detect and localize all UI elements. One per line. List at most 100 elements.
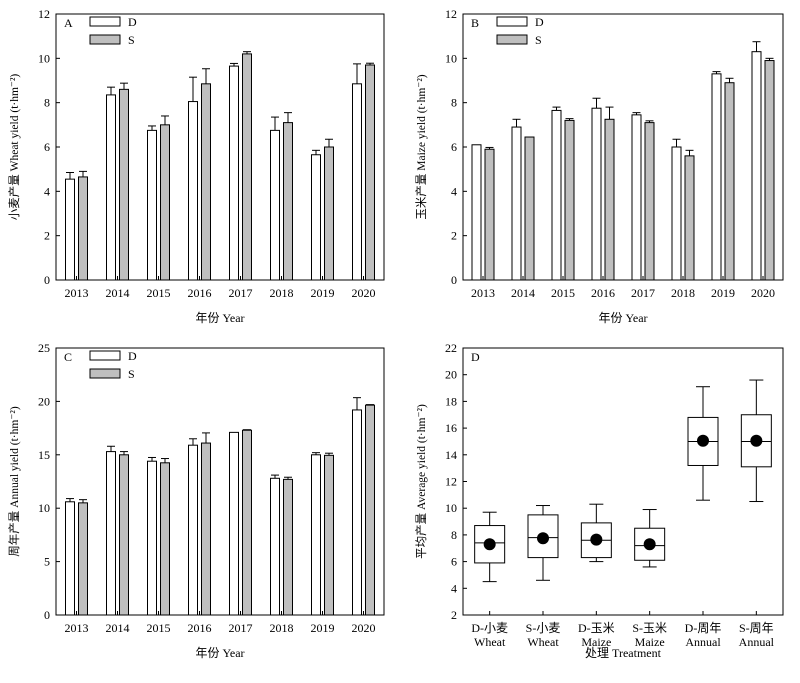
box-D-周年 <box>687 386 719 501</box>
legend-swatch-D <box>496 16 528 27</box>
legend-swatch-S <box>89 34 121 45</box>
panel-C: 0 5 10 15 20 25 C 年份 Year 周年产量 Annual yield (t·h… <box>7 341 385 660</box>
bar-S-2015 <box>564 119 575 281</box>
x-tick-label: 2016 <box>188 286 212 300</box>
x-tick-label: 2013 <box>471 286 495 300</box>
x-tick-label: D-周年 <box>685 621 722 635</box>
x-tick-label: D-玉米 <box>578 621 615 635</box>
bar-D-2014 <box>106 94 116 281</box>
x-tick-label: 2014 <box>106 621 130 635</box>
x-tick-label: 2019 <box>311 286 335 300</box>
bar-S-2020 <box>365 64 375 281</box>
legend-swatch-S <box>89 368 121 379</box>
bar-D-2016 <box>188 101 198 281</box>
bar-D-2017 <box>631 114 642 281</box>
bar-S-2018 <box>684 155 695 281</box>
x-tick-label: 2017 <box>229 621 253 635</box>
bar-D-2014 <box>106 451 116 616</box>
y-tick-label: 5 <box>44 555 50 569</box>
bar-D-2020 <box>352 83 362 281</box>
bar-D-2020 <box>751 51 762 281</box>
x-tick-label: 2018 <box>270 621 294 635</box>
y-tick-label: 6 <box>451 555 457 569</box>
bar-S-2013 <box>78 176 88 281</box>
legend: DS <box>89 15 137 47</box>
y-tick-label: 12 <box>38 7 50 21</box>
x-tick-label-en: Maize <box>635 635 665 649</box>
y-tick-label: 22 <box>445 341 457 355</box>
mean-marker <box>590 533 603 546</box>
x-tick-label: S-周年 <box>739 621 774 635</box>
y-tick-label: 2 <box>44 229 50 243</box>
x-tick-label: 2014 <box>511 286 535 300</box>
x-tick-label: 2013 <box>65 286 89 300</box>
bar-D-2016 <box>591 107 602 281</box>
y-tick-label: 14 <box>445 448 457 462</box>
y-axis-label: 玉米产量 Maize yield (t·hm⁻²) <box>414 74 428 219</box>
x-axis-label: 年份 Year <box>598 311 647 325</box>
x-tick-label: 2013 <box>65 621 89 635</box>
x-tick-label-en: Annual <box>739 635 775 649</box>
x-tick-label: 2020 <box>352 621 376 635</box>
y-tick-label: 0 <box>44 273 50 287</box>
bar-S-2020 <box>365 404 375 616</box>
x-tick-label: 2015 <box>551 286 575 300</box>
x-tick-label: 2015 <box>147 621 171 635</box>
legend: DS <box>89 349 137 381</box>
panel-D: 2 4 6 8 10 12 14 16 18 20 22 D 处理 Treatment 平均产量 Aver… <box>414 341 784 660</box>
x-tick-label: 2017 <box>229 286 253 300</box>
bar-D-2017 <box>229 431 239 616</box>
x-axis-label: 年份 Year <box>195 311 244 325</box>
x-tick-label: 2019 <box>711 286 735 300</box>
bar-S-2019 <box>724 82 735 281</box>
bar-S-2016 <box>201 83 211 281</box>
y-tick-label: 2 <box>451 229 457 243</box>
bar-D-2017 <box>229 65 239 281</box>
panel-A: 0 2 4 6 8 10 12 A 年份 Year 小麦产量 Wheat yield (t·hm⁻… <box>7 7 385 325</box>
bar-D-2013 <box>65 501 75 616</box>
x-tick-label-en: Wheat <box>474 635 506 649</box>
panel-letter: A <box>64 16 73 30</box>
box-D-玉米 <box>580 503 612 563</box>
legend-label-S: S <box>128 367 135 381</box>
bar-D-2019 <box>311 154 321 281</box>
bar-S-2019 <box>324 454 334 616</box>
legend-label-S: S <box>128 33 135 47</box>
x-tick-label: 2016 <box>591 286 615 300</box>
bar-D-2016 <box>188 444 198 616</box>
y-tick-label: 10 <box>38 51 50 65</box>
legend-label-D: D <box>128 15 137 29</box>
mean-marker <box>643 538 656 551</box>
bar-S-2017 <box>242 429 252 616</box>
panel-letter: B <box>471 16 479 30</box>
x-tick-label: 2018 <box>270 286 294 300</box>
bar-S-2013 <box>484 148 495 281</box>
y-tick-label: 0 <box>451 273 457 287</box>
y-tick-label: 4 <box>451 184 457 198</box>
plot-frame <box>462 347 784 616</box>
y-axis-label: 周年产量 Annual yield (t·hm⁻²) <box>7 406 21 557</box>
bar-S-2016 <box>201 442 211 616</box>
x-tick-label: 2020 <box>352 286 376 300</box>
x-tick-label: D-小麦 <box>471 621 508 635</box>
panel-letter: D <box>471 350 480 364</box>
mean-marker <box>483 538 496 551</box>
y-tick-label: 10 <box>38 501 50 515</box>
bar-S-2018 <box>283 122 293 281</box>
y-tick-label: 20 <box>38 394 50 408</box>
y-tick-label: 12 <box>445 7 457 21</box>
bar-D-2015 <box>551 109 562 281</box>
x-tick-label: 2017 <box>631 286 655 300</box>
bar-D-2013 <box>471 144 482 281</box>
y-tick-label: 8 <box>451 528 457 542</box>
legend-swatch-S <box>496 34 528 45</box>
bar-D-2013 <box>65 178 75 281</box>
x-tick-label-en: Wheat <box>527 635 559 649</box>
y-tick-label: 10 <box>445 501 457 515</box>
legend-swatch-D <box>89 350 121 361</box>
y-tick-label: 20 <box>445 368 457 382</box>
bar-S-2017 <box>644 122 655 281</box>
bar-S-2015 <box>160 124 170 281</box>
box-S-玉米 <box>634 509 666 568</box>
